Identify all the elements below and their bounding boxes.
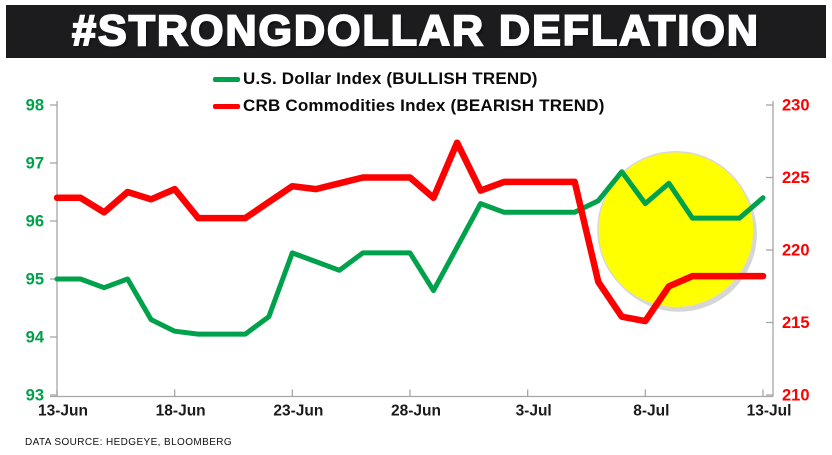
legend-swatch-red-line [213,103,240,109]
legend-swatch-green-line [213,76,240,82]
right-axis-label: 220 [782,242,810,260]
data-source-note: DATA SOURCE: HEDGEYE, BLOOMBERG [25,437,233,448]
right-axis-label: 215 [782,314,810,332]
title-bar: #STRONGDOLLAR DEFLATION [6,5,826,58]
right-axis-label: 230 [782,97,810,115]
legend-label-crb: CRB Commodities Index (BEARISH TREND) [243,96,605,115]
left-axis-label: 95 [26,271,44,289]
legend-item-usd: U.S. Dollar Index (BULLISH TREND) [213,69,538,89]
left-axis-label: 96 [26,213,44,231]
usd-index-line [54,169,766,337]
x-axis-label: 13-Jul [747,403,792,420]
x-axis-label: 13-Jun [38,403,88,420]
left-axis-label: 93 [26,387,44,405]
left-axis-label: 97 [26,155,44,173]
right-axis-label: 210 [782,387,810,405]
right-axis-label: 225 [782,169,810,187]
x-axis-label: 23-Jun [273,403,323,420]
crb-index-line [53,139,767,325]
x-axis-label: 3-Jul [516,403,552,420]
x-axis-label: 18-Jun [156,403,206,420]
left-axis-label: 94 [26,329,45,347]
page-title: #STRONGDOLLAR DEFLATION [71,6,760,56]
chart-legend: U.S. Dollar Index (BULLISH TREND) CRB Co… [213,69,605,116]
left-axis-label: 98 [26,97,44,115]
legend-item-crb: CRB Commodities Index (BEARISH TREND) [213,96,605,116]
x-axis-label: 8-Jul [633,403,669,420]
x-axis-label: 28-Jun [391,403,441,420]
legend-label-usd: U.S. Dollar Index (BULLISH TREND) [243,69,538,88]
